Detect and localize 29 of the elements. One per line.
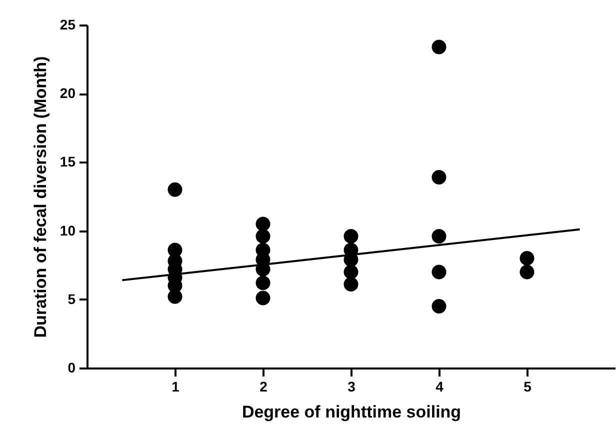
x-tick-label: 1	[172, 378, 180, 394]
point	[520, 251, 534, 266]
y-tick-label: 20	[60, 85, 76, 102]
point	[432, 299, 446, 314]
point	[344, 277, 358, 292]
point	[168, 182, 182, 197]
point	[168, 289, 182, 304]
point	[256, 229, 270, 244]
y-tick-label: 25	[60, 16, 76, 32]
y-tick-label: 15	[60, 154, 76, 170]
y-axis-title: Duration of fecal diversion (Month)	[30, 56, 50, 338]
point	[520, 264, 534, 280]
point	[256, 290, 270, 306]
point	[432, 229, 446, 244]
x-tick-label: 2	[260, 378, 268, 394]
x-axis-title: Degree of nighttime soiling	[242, 402, 462, 422]
point	[432, 264, 446, 280]
point	[344, 264, 358, 280]
point	[432, 40, 446, 54]
point	[256, 216, 270, 232]
x-tick-label: 3	[348, 378, 356, 394]
y-tick-label: 10	[60, 222, 76, 238]
point	[432, 170, 446, 185]
y-tick-label: 0	[68, 360, 76, 376]
point	[256, 276, 270, 290]
point	[344, 229, 358, 244]
x-tick-label: 4	[436, 378, 444, 394]
x-tick-label: 5	[524, 378, 532, 394]
y-tick-label: 5	[68, 290, 76, 307]
